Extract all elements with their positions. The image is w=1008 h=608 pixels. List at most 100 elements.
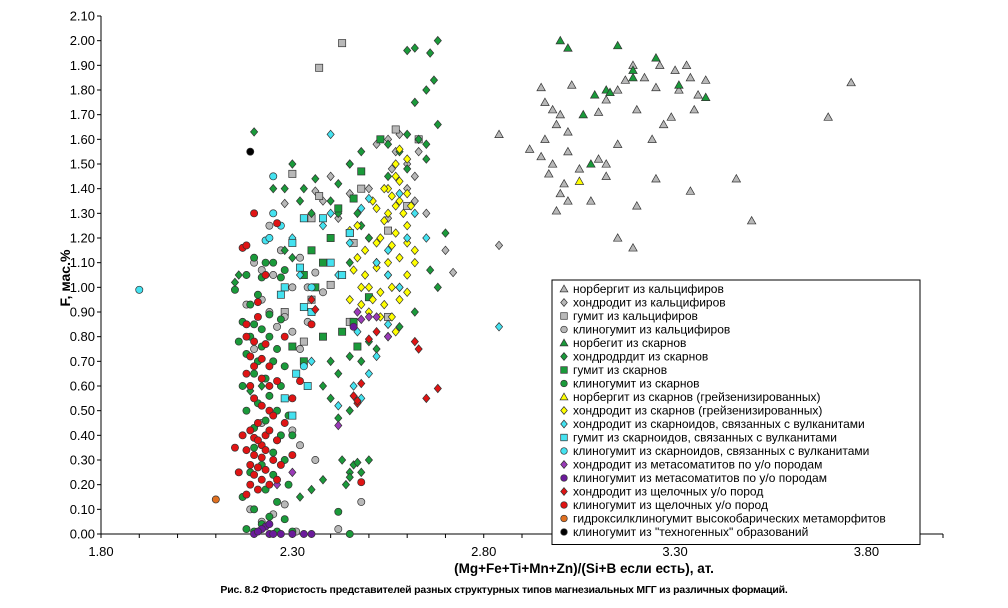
legend-marker <box>560 366 568 374</box>
data-point <box>349 194 358 203</box>
data-point <box>326 393 335 404</box>
data-point <box>383 213 393 224</box>
data-point <box>593 154 604 163</box>
data-point <box>231 443 239 452</box>
data-point <box>632 201 642 210</box>
data-point <box>242 271 251 279</box>
data-point <box>265 382 274 390</box>
data-point <box>384 226 392 235</box>
data-point <box>395 144 404 154</box>
data-point <box>364 312 373 322</box>
data-point <box>536 151 546 161</box>
data-point <box>357 184 366 193</box>
data-point <box>250 209 259 218</box>
data-point <box>257 453 266 462</box>
data-point <box>288 530 297 538</box>
data-point <box>357 203 366 214</box>
data-point <box>361 245 370 256</box>
data-point <box>372 257 381 268</box>
data-point <box>341 479 351 490</box>
data-point <box>269 271 278 279</box>
data-point <box>299 530 308 538</box>
data-point <box>387 164 396 174</box>
data-point <box>395 188 404 199</box>
legend-label: норбергит из скарнов (грейзенизированных… <box>573 390 821 404</box>
data-point <box>307 356 316 367</box>
data-point <box>540 97 550 106</box>
data-point <box>403 164 412 174</box>
x-axis-tick-labels: 1.80 2.30 2.80 3.30 3.80 <box>88 544 879 559</box>
data-point <box>410 307 419 317</box>
data-point <box>326 280 335 289</box>
y-tick-label: 0.40 <box>70 428 95 443</box>
data-point <box>338 271 347 279</box>
data-point <box>414 146 423 157</box>
data-point <box>269 411 278 420</box>
x-axis-label: (Mg+Fe+Ti+Mn+Zn)/(Si+B если есть), ат. <box>454 561 714 576</box>
data-point <box>265 520 274 529</box>
data-point <box>338 327 347 336</box>
data-point <box>319 258 327 267</box>
data-point <box>211 495 220 504</box>
data-point <box>349 381 358 391</box>
data-point <box>326 208 335 219</box>
data-point <box>391 228 400 238</box>
data-point <box>250 320 259 329</box>
y-tick-label: 1.10 <box>70 255 95 270</box>
data-point <box>353 457 362 468</box>
data-point <box>269 448 278 457</box>
data-point <box>242 241 251 250</box>
data-point <box>700 92 711 101</box>
data-point <box>295 492 305 502</box>
data-point <box>357 299 366 310</box>
data-point <box>372 351 381 362</box>
data-point <box>257 374 266 383</box>
data-point <box>551 205 562 215</box>
data-point <box>265 512 274 521</box>
legend-label: гумит из скарнов <box>573 363 667 377</box>
data-point <box>364 233 373 243</box>
x-tick-label: 1.80 <box>88 544 113 559</box>
data-point <box>246 382 255 390</box>
data-point <box>357 378 366 389</box>
data-point <box>658 119 669 129</box>
data-point <box>364 455 373 465</box>
data-point <box>681 60 692 69</box>
data-point <box>250 394 259 403</box>
data-point <box>319 332 327 341</box>
y-tick-label: 0.90 <box>70 305 95 320</box>
x-tick-label: 2.80 <box>471 544 496 559</box>
data-point <box>689 104 700 114</box>
data-point <box>280 515 289 524</box>
legend-marker <box>560 514 568 523</box>
data-point <box>380 299 389 310</box>
data-point <box>296 253 304 262</box>
data-point <box>612 139 623 148</box>
data-point <box>555 188 566 198</box>
data-point <box>593 107 604 116</box>
data-point <box>612 85 623 94</box>
data-point <box>238 382 247 390</box>
data-point <box>601 159 612 168</box>
data-point <box>280 500 289 509</box>
data-point <box>253 298 262 307</box>
data-point <box>449 267 458 278</box>
legend-marker <box>560 474 568 482</box>
data-point <box>403 154 412 164</box>
data-point <box>345 238 354 248</box>
legend-marker <box>560 433 568 442</box>
data-point <box>265 480 274 489</box>
data-point <box>395 282 404 293</box>
data-point <box>357 497 366 506</box>
data-point <box>345 405 354 416</box>
data-point <box>601 171 612 180</box>
data-point <box>357 146 366 157</box>
data-point <box>601 94 612 104</box>
data-point <box>250 345 259 353</box>
data-point <box>250 470 259 479</box>
data-point <box>307 320 316 329</box>
data-point <box>395 176 404 187</box>
data-point <box>674 85 684 94</box>
legend-marker <box>560 419 568 429</box>
data-point <box>422 208 431 219</box>
